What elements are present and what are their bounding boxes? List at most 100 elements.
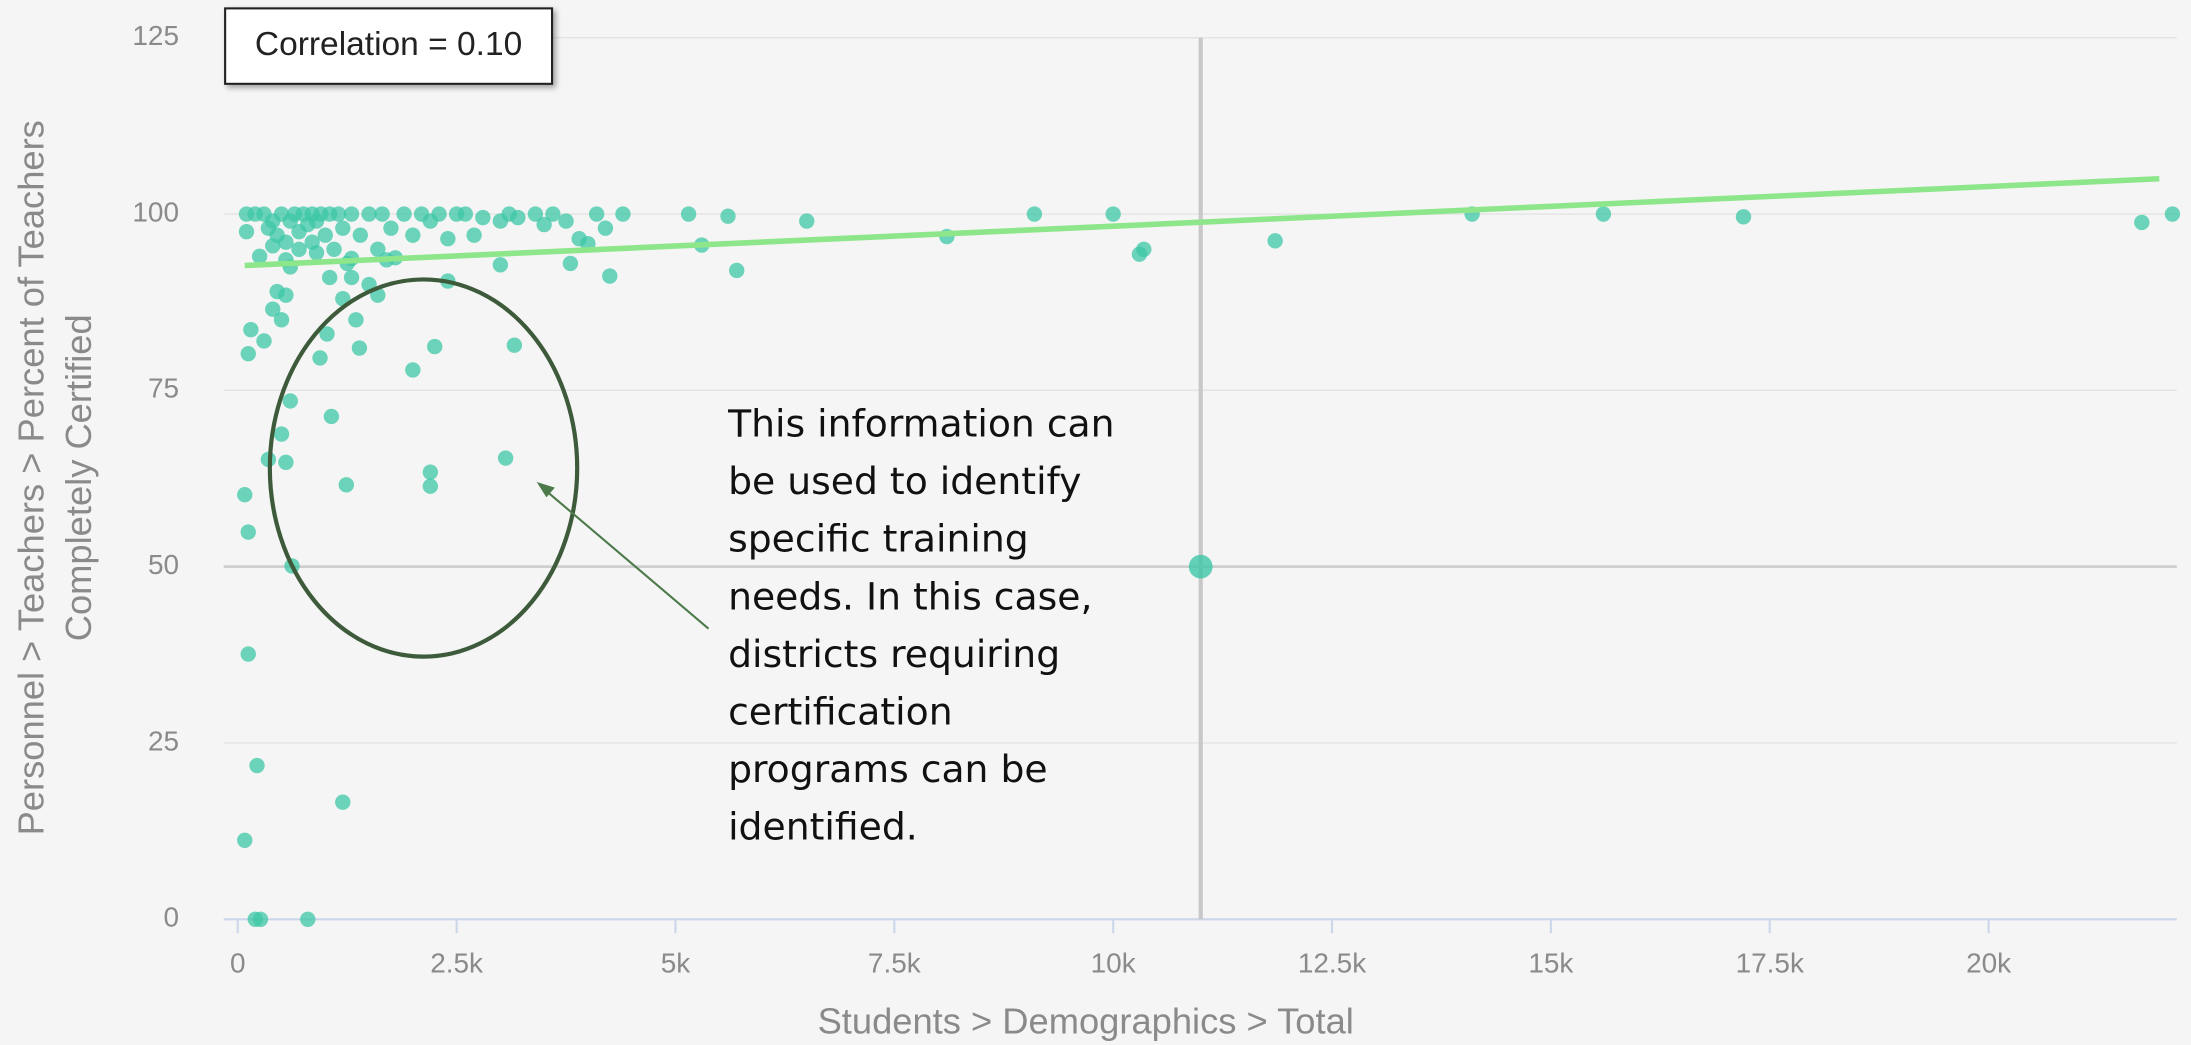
scatter-point <box>352 227 368 243</box>
scatter-point <box>265 238 281 254</box>
scatter-point <box>405 227 421 243</box>
highlight-ellipse <box>267 277 580 659</box>
x-tick-label: 2.5k <box>430 948 484 979</box>
scatter-point <box>2134 214 2150 231</box>
scatter-point <box>240 646 256 662</box>
scatter-point <box>335 794 351 810</box>
scatter-point <box>405 362 421 378</box>
scatter-point <box>383 220 399 236</box>
scatter-point <box>1026 206 1043 222</box>
scatter-point <box>527 206 544 222</box>
scatter-point <box>330 206 347 222</box>
scatter-point <box>536 216 552 233</box>
y-tick-label: 0 <box>163 902 179 933</box>
callout-arrow <box>541 486 710 630</box>
scatter-point <box>278 454 294 470</box>
scatter-point <box>343 269 360 286</box>
x-tick-label: 5k <box>661 948 692 979</box>
scatter-point <box>588 206 605 222</box>
x-tick-label: 20k <box>1966 948 2012 979</box>
scatter-point <box>319 326 335 342</box>
scatter-point <box>326 241 342 257</box>
callout-line: This information can <box>727 402 1115 446</box>
scatter-point <box>545 206 561 222</box>
scatter-point <box>343 206 360 222</box>
scatter-point <box>1136 241 1152 257</box>
correlation-label: Correlation = 0.10 <box>255 26 522 63</box>
scatter-point <box>348 312 364 328</box>
scatter-point <box>2164 206 2181 222</box>
scatter-point <box>237 487 253 503</box>
callout-line: programs can be <box>728 747 1048 791</box>
correlation-box <box>224 7 554 85</box>
callout-line: districts requiring <box>728 632 1060 676</box>
scatter-point <box>466 227 482 243</box>
scatter-point <box>492 257 509 273</box>
x-tick-label: 17.5k <box>1736 948 1805 979</box>
scatter-point <box>249 757 265 774</box>
scatter-point <box>273 312 290 328</box>
scatter-point <box>680 206 697 222</box>
x-tick-label: 7.5k <box>868 948 922 979</box>
callout-text: This information can be used to identify s… <box>727 402 1115 849</box>
scatter-point <box>1595 206 1612 222</box>
mean-point <box>1188 554 1213 579</box>
scatter-point <box>335 220 351 236</box>
callout-line: identified. <box>728 805 918 849</box>
marks <box>237 175 2181 927</box>
scatter-point <box>370 241 386 257</box>
callout-line: certification <box>728 689 953 733</box>
y-tick-label: 100 <box>132 196 179 227</box>
scatter-point <box>1735 209 1752 225</box>
y-axis-title-line: Personnel > Teachers > Percent of Teache… <box>10 120 51 835</box>
scatter-point <box>562 255 579 272</box>
y-axis-title-line: Completely Certified <box>58 314 99 641</box>
y-tick-label: 50 <box>148 549 179 580</box>
scatter-point <box>720 208 736 224</box>
scatter-point <box>240 524 256 540</box>
scatter-point <box>374 206 390 222</box>
scatter-point <box>323 408 340 425</box>
callout-line: specific training <box>728 517 1029 561</box>
x-tick-label: 15k <box>1528 948 1574 979</box>
y-tick-label: 25 <box>148 725 179 756</box>
scatter-point <box>338 477 354 493</box>
scatter-point <box>278 287 294 303</box>
callout-line: needs. In this case, <box>728 574 1092 618</box>
scatter-point <box>427 338 443 355</box>
scatter-point <box>440 231 456 247</box>
scatter-point <box>252 911 269 927</box>
scatter-point <box>396 206 412 222</box>
scatter-point <box>422 464 439 480</box>
scatter-point <box>1105 206 1121 222</box>
callout-line: be used to identify <box>728 459 1081 503</box>
scatter-point <box>597 220 614 236</box>
scatter-point <box>237 832 253 848</box>
scatter-point <box>558 213 574 229</box>
x-tick-label: 0 <box>230 948 246 979</box>
scatter-point <box>510 209 526 226</box>
scatter-point <box>243 322 259 338</box>
scatter-point <box>602 268 618 284</box>
scatter-point <box>1267 233 1283 249</box>
scatter-point <box>265 301 281 317</box>
x-tick-label: 12.5k <box>1298 948 1367 979</box>
scatter-point <box>317 227 333 243</box>
scatter-point <box>256 333 272 349</box>
scatter-point <box>321 269 338 286</box>
scatter-point <box>304 234 320 250</box>
scatter-point <box>251 248 268 265</box>
scatter-point <box>422 478 439 494</box>
scatter-point <box>312 350 328 366</box>
scatter-point <box>615 206 631 222</box>
scatter-point <box>361 206 377 222</box>
y-tick-label: 75 <box>148 373 179 404</box>
scatter-point <box>238 223 255 240</box>
scatter-point <box>351 340 368 356</box>
x-axis-title: Students > Demographics > Total <box>818 1001 1354 1042</box>
scatter-point <box>240 345 256 362</box>
scatter-point <box>273 426 290 442</box>
y-axis-title: Personnel > Teachers > Percent of Teache… <box>10 120 98 835</box>
y-tick-label: 125 <box>132 20 179 51</box>
